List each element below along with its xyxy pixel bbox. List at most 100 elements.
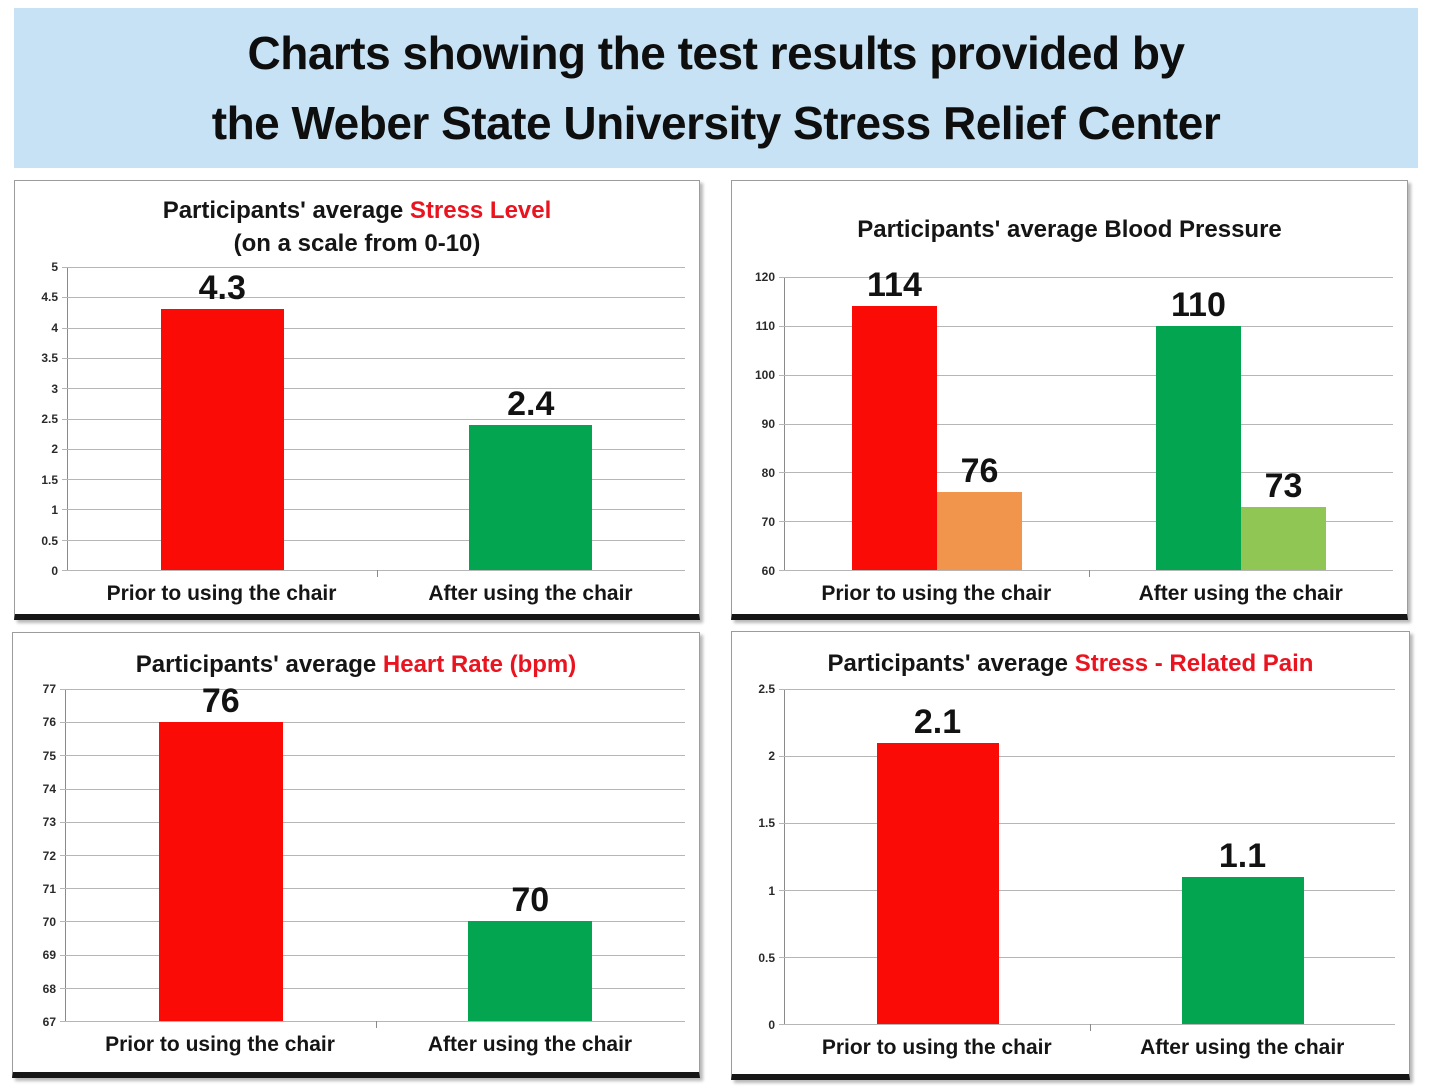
chart-title-highlight: Stress Level	[409, 197, 552, 224]
x-category-label: After using the chair	[428, 582, 633, 605]
x-category-label: Prior to using the chair	[106, 582, 337, 605]
bar: 2.1	[876, 705, 999, 1024]
chart-title-text: Participants' average	[162, 197, 410, 224]
bar-value-label: 2.4	[507, 384, 555, 423]
x-category-label: Prior to using the chair	[105, 1033, 335, 1056]
title-banner: Charts showing the test results provided…	[14, 8, 1418, 168]
y-axis-labels: 120 110 100 90 80 70 60	[732, 271, 784, 577]
chart-title-block: Participants' average Blood Pressure	[732, 181, 1407, 277]
gridline	[60, 855, 685, 856]
gridline	[62, 570, 685, 571]
y-tick-label: 1	[768, 883, 775, 898]
chart-title-block: Participants' average Heart Rate (bpm)	[13, 633, 699, 689]
y-tick-label: 2.5	[758, 682, 775, 696]
gridline	[779, 423, 1393, 425]
chart-panel-heart-rate: Participants' average Heart Rate (bpm) 77…	[12, 632, 700, 1078]
gridline	[60, 755, 685, 757]
bar: 73	[1241, 469, 1327, 570]
y-tick-label: 71	[42, 881, 56, 896]
y-tick-label: 4.5	[41, 290, 58, 305]
x-axis-center-tick	[375, 1021, 377, 1028]
chart-panel-stress-level: Participants' average Stress Level (on a …	[14, 180, 700, 620]
bar-value-label: 4.3	[198, 269, 246, 308]
gridline	[60, 722, 685, 724]
y-tick-label: 60	[761, 564, 775, 578]
plot-area: 114 76 110 73	[779, 268, 1393, 577]
gridline	[779, 325, 1393, 327]
chart-title-block: Participants' average Stress Level (on a …	[15, 181, 699, 267]
gridline	[60, 888, 685, 890]
gridline	[62, 267, 685, 268]
gridline	[62, 448, 685, 450]
chart-title-highlight: Stress - Related Pain	[1074, 650, 1314, 677]
bar-group: 2.1	[785, 689, 1090, 1024]
y-tick-label: 3.5	[41, 351, 58, 366]
chart-title: Participants' average Heart Rate (bpm)	[136, 648, 577, 681]
y-tick-label: 1.5	[758, 816, 775, 831]
y-axis-labels: 2.5 2 1.5 1 0.5 0	[732, 683, 784, 1031]
plot-area: 4.3 2.4	[62, 267, 685, 577]
chart-panel-stress-related-pain: Participants' average Stress - Related P…	[731, 631, 1410, 1080]
chart-subtitle: (on a scale from 0-10)	[233, 230, 481, 257]
y-tick-label: 70	[761, 515, 775, 529]
chart-title: Participants' average Blood Pressure	[857, 213, 1282, 246]
bar-groups: 114 76 110 73	[785, 268, 1393, 570]
y-tick-label: 72	[42, 848, 56, 863]
gridline	[62, 357, 685, 359]
gridline	[779, 957, 1395, 958]
bar: 76	[158, 684, 283, 1021]
y-tick-label: 2.5	[41, 412, 58, 426]
bar-value-label: 73	[1264, 466, 1303, 505]
gridline	[60, 788, 685, 790]
x-axis-labels: Prior to using the chair After using the …	[784, 1025, 1395, 1060]
x-axis-labels: Prior to using the chair After using the …	[67, 571, 685, 606]
x-category-label: Prior to using the chair	[821, 1036, 1052, 1059]
y-tick-label: 68	[42, 981, 56, 996]
chart-title: Participants' average Stress Level	[163, 194, 552, 227]
bar-value-label: 76	[201, 682, 240, 721]
plot-area: 2.1 1.1	[779, 689, 1395, 1031]
chart-body: 5 4.5 4 3.5 3 2.5 2 1.5 1 0.5 0 4.3 2.4	[15, 261, 685, 577]
gridline	[60, 987, 685, 989]
y-tick-label: 90	[761, 417, 775, 431]
gridline	[62, 297, 685, 299]
y-tick-label: 73	[42, 815, 56, 830]
gridline	[779, 374, 1393, 376]
bar-group: 110 73	[1089, 277, 1393, 570]
bar: 4.3	[160, 271, 284, 570]
x-axis-center-tick	[376, 570, 378, 577]
y-axis-labels: 5 4.5 4 3.5 3 2.5 2 1.5 1 0.5 0	[15, 261, 67, 577]
bar-group: 70	[376, 689, 686, 1021]
y-tick-label: 77	[42, 682, 56, 696]
bar: 1.1	[1181, 839, 1304, 1024]
plot-area: 76 70	[60, 684, 686, 1028]
x-category-label: After using the chair	[427, 1033, 633, 1056]
y-axis-labels: 77 76 75 74 73 72 71 70 69 68 67	[13, 683, 65, 1028]
bar: 114	[851, 268, 937, 570]
gridline	[60, 689, 685, 690]
bar-group: 76	[66, 684, 376, 1021]
x-axis-center-tick	[1089, 570, 1090, 577]
bar: 2.4	[469, 387, 593, 570]
bar-groups: 76 70	[66, 684, 686, 1021]
y-tick-label: 110	[755, 319, 775, 333]
gridline	[779, 472, 1393, 474]
y-tick-label: 76	[42, 715, 56, 730]
y-tick-label: 0	[768, 1018, 775, 1032]
chart-body: 77 76 75 74 73 72 71 70 69 68 67 76 70	[13, 683, 686, 1028]
bar-value-label: 1.1	[1218, 836, 1267, 875]
chart-title: Participants' average Stress - Related P…	[828, 647, 1314, 680]
banner-title-line2: the Weber State University Stress Relief…	[211, 97, 1221, 149]
bar-groups: 2.1 1.1	[785, 689, 1395, 1024]
gridline	[60, 921, 685, 923]
y-tick-label: 3	[51, 381, 58, 396]
x-axis-labels: Prior to using the chair After using the …	[784, 571, 1393, 606]
chart-title-text: Participants' average Blood Pressure	[857, 215, 1282, 243]
y-tick-label: 69	[42, 948, 56, 963]
y-tick-label: 120	[754, 270, 775, 284]
chart-panel-blood-pressure: Participants' average Blood Pressure 120 1…	[731, 180, 1408, 620]
chart-body: 120 110 100 90 80 70 60 114 76 110 73	[732, 268, 1393, 577]
bar-value-label: 110	[1171, 285, 1226, 324]
gridline	[62, 539, 685, 541]
